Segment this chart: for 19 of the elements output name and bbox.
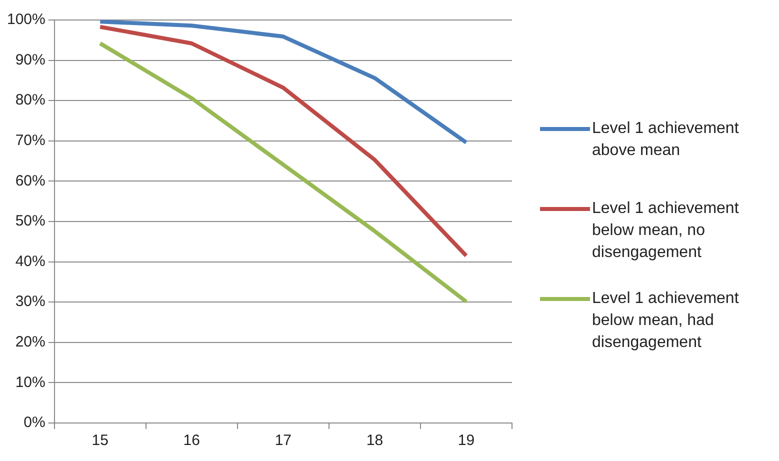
y-tick-label: 80% [15, 92, 46, 109]
legend-label: Level 1 achievement below mean, no disengagement [592, 199, 740, 263]
x-tick-label: 19 [458, 432, 475, 450]
y-tick-label: 60% [15, 172, 46, 190]
y-tick-label: 70% [15, 132, 46, 150]
x-tick-label: 17 [274, 432, 292, 450]
legend-label: Level 1 achievement below mean, had disengagement [592, 289, 740, 353]
x-tick-label: 16 [183, 432, 200, 450]
y-tick-label: 10% [15, 374, 46, 391]
y-tick-label: 30% [15, 293, 46, 310]
y-tick-label: 0% [24, 414, 46, 432]
legend-label: Level 1 achievement above mean [592, 119, 740, 161]
x-tick-label: 15 [92, 432, 108, 450]
y-tick-label: 50% [15, 212, 46, 230]
y-tick-label: 20% [15, 334, 46, 351]
x-tick-label: 18 [366, 432, 384, 450]
y-tick-label: 40% [15, 252, 46, 270]
y-tick-label: 100% [6, 11, 46, 28]
y-tick-label: 90% [15, 51, 46, 68]
